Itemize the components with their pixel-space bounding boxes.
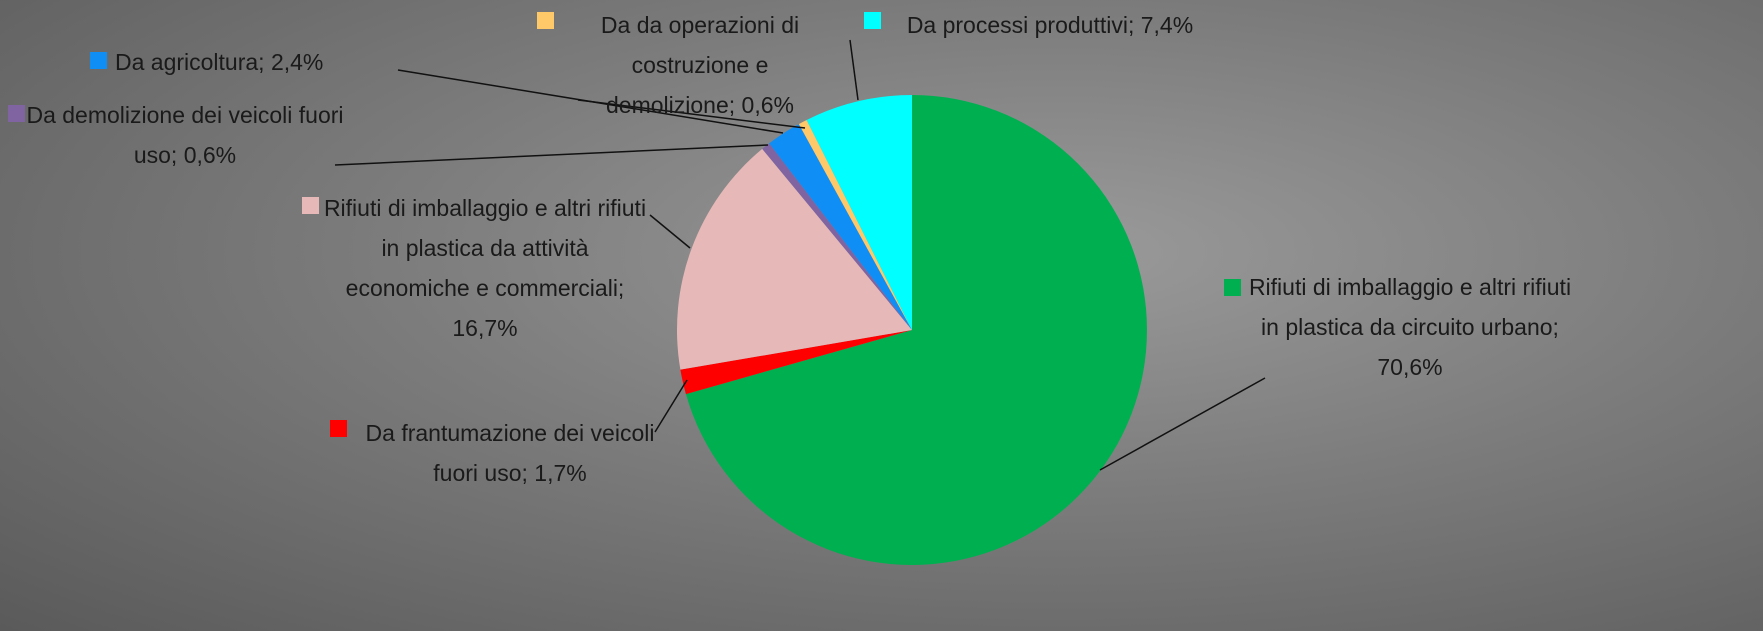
- pie-slice: [769, 124, 912, 330]
- leader-line: [1099, 377, 1266, 471]
- data-label: Da frantumazione dei veicoli fuori uso; …: [365, 420, 655, 486]
- legend-marker: [90, 52, 107, 69]
- leader-line: [334, 144, 769, 166]
- legend-marker: [1224, 279, 1241, 296]
- pie-slice: [798, 119, 912, 330]
- legend-marker: [8, 105, 25, 122]
- data-label: Rifiuti di imballaggio e altri rifiuti i…: [323, 195, 647, 341]
- legend-marker: [302, 197, 319, 214]
- legend-marker: [330, 420, 347, 437]
- legend-marker: [537, 12, 554, 29]
- legend-marker: [864, 12, 881, 29]
- data-label: Da demolizione dei veicoli fuori uso; 0,…: [26, 102, 344, 168]
- pie-slice: [680, 330, 912, 395]
- leader-line: [654, 379, 688, 433]
- leader-line: [649, 214, 691, 249]
- pie-slice: [685, 95, 1147, 565]
- pie-slice: [762, 143, 912, 330]
- data-label: Rifiuti di imballaggio e altri rifiuti i…: [1248, 274, 1572, 380]
- leader-line: [849, 39, 859, 101]
- leader-line: [577, 99, 806, 129]
- data-label: Da agricoltura; 2,4%: [115, 49, 324, 75]
- pie-slice: [806, 95, 912, 330]
- pie-slice: [677, 148, 912, 370]
- data-label: Da processi produttivi; 7,4%: [906, 12, 1194, 38]
- data-label: Da da operazioni di costruzione e demoli…: [600, 12, 800, 118]
